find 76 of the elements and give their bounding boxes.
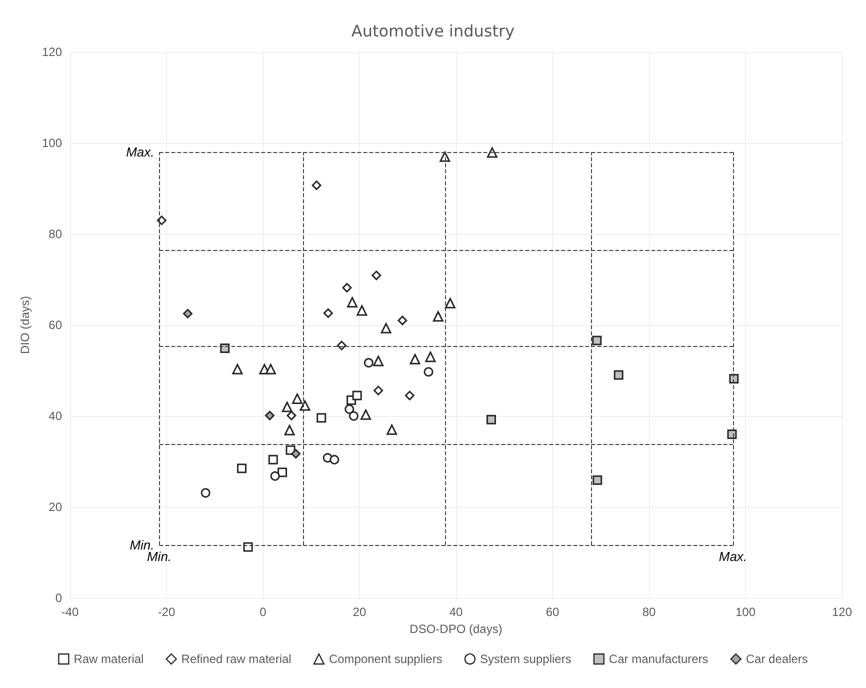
legend-label: Car manufacturers <box>608 652 708 666</box>
point <box>592 336 602 346</box>
x-tick-label: 40 <box>449 605 463 619</box>
point <box>486 147 498 158</box>
x-tick-label: 20 <box>352 605 366 619</box>
point <box>410 354 420 364</box>
x-tick-label: 80 <box>642 605 656 619</box>
point <box>404 390 414 400</box>
x-tick-label: 0 <box>260 605 267 619</box>
y-tick-label: 40 <box>48 409 62 423</box>
y-tick-label: 100 <box>42 136 62 150</box>
x-axis-title: DSO-DPO (days) <box>410 622 502 636</box>
legend-label: Raw material <box>74 652 144 666</box>
point <box>323 308 333 318</box>
point <box>398 316 408 326</box>
x-tick-label: -40 <box>61 605 79 619</box>
point <box>278 468 288 478</box>
y-tick-label: 120 <box>42 45 62 59</box>
point <box>330 454 340 464</box>
point <box>614 370 624 380</box>
point <box>316 413 326 423</box>
point <box>270 471 280 481</box>
y-tick-label: 60 <box>48 318 62 332</box>
point <box>265 364 276 374</box>
point <box>380 322 392 334</box>
point <box>284 424 295 436</box>
point <box>352 390 362 400</box>
point <box>347 297 358 308</box>
chart-title: Automotive industry <box>351 22 515 40</box>
point <box>182 308 192 318</box>
legend-label: Component suppliers <box>328 652 442 666</box>
point <box>265 410 275 420</box>
point <box>220 343 230 353</box>
point <box>486 414 496 424</box>
point <box>727 429 737 439</box>
point <box>425 352 436 362</box>
point <box>291 449 301 459</box>
point <box>282 402 292 412</box>
ref-line-label: Max. <box>126 144 154 160</box>
x-tick-label: 60 <box>546 605 560 619</box>
point <box>592 475 602 485</box>
y-tick-label: 80 <box>48 227 62 241</box>
point <box>156 216 166 226</box>
point <box>348 411 358 421</box>
point <box>286 410 296 420</box>
point <box>360 409 372 420</box>
y-axis-title: DIO (days) <box>18 296 32 354</box>
y-tick-label: 20 <box>48 500 62 514</box>
point <box>292 393 303 404</box>
point <box>237 464 247 474</box>
point <box>268 454 278 464</box>
point <box>243 542 253 552</box>
point <box>232 364 243 374</box>
ref-line-label: Max. <box>718 549 748 564</box>
point <box>356 305 368 316</box>
point <box>300 400 310 411</box>
point <box>364 358 374 368</box>
point <box>386 424 398 435</box>
x-tick-label: -20 <box>158 605 176 619</box>
legend-label: Refined raw material <box>181 652 292 666</box>
point <box>444 298 456 308</box>
legend-label: System suppliers <box>480 652 572 666</box>
y-tick-label: 0 <box>55 591 62 605</box>
point <box>374 386 384 396</box>
point <box>432 311 444 322</box>
legend-label: Car dealers <box>746 652 808 666</box>
point <box>344 404 354 414</box>
point <box>200 488 210 498</box>
x-tick-label: 120 <box>832 605 852 619</box>
point <box>342 282 352 292</box>
point <box>372 270 382 280</box>
point <box>373 356 384 366</box>
point <box>424 367 434 377</box>
point <box>729 374 739 384</box>
point <box>312 180 322 190</box>
x-tick-label: 100 <box>735 605 756 619</box>
